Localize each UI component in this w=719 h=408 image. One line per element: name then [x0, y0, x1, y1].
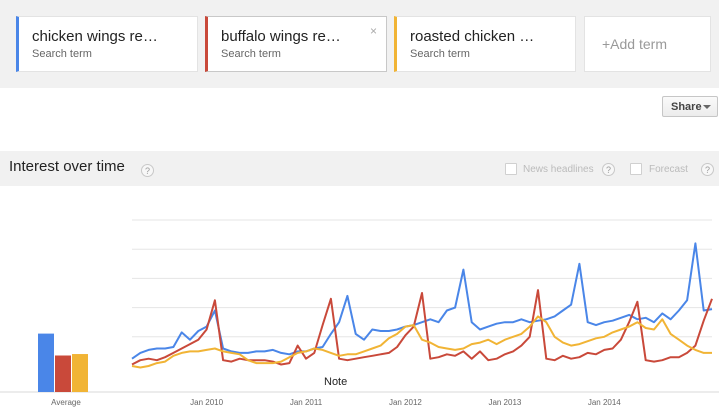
search-term-title[interactable]: chicken wings re… [32, 28, 158, 45]
x-axis-labels: Jan 2010 Jan 2011 Jan 2012 Jan 2013 Jan 2014 [190, 398, 621, 407]
interest-over-time-chart: Jan 2010 Jan 2011 Jan 2012 Jan 2013 Jan 2014… [0, 219, 719, 407]
x-tick-label: Jan 2012 [389, 398, 422, 407]
search-term-type: Search term [32, 48, 92, 60]
add-term-label: +Add term [602, 36, 667, 52]
search-term-title[interactable]: roasted chicken … [410, 28, 535, 45]
forecast-checkbox[interactable] [630, 163, 642, 175]
series-lines [131, 242, 713, 369]
chart-grid [0, 219, 719, 393]
news-headlines-help-icon[interactable]: ? [602, 163, 615, 176]
share-button[interactable]: Share [662, 96, 718, 117]
average-label: Average [51, 398, 81, 407]
interest-over-time-header: Interest over time ? News headlines ? Fo… [0, 151, 719, 186]
forecast-help-icon[interactable]: ? [701, 163, 714, 176]
search-terms-bar: chicken wings re… Search term buffalo wi… [0, 0, 719, 88]
share-label: Share [671, 101, 702, 113]
search-term-card-chicken-wings[interactable]: chicken wings re… Search term [16, 16, 198, 72]
search-term-title[interactable]: buffalo wings re… [221, 28, 341, 45]
series-line[interactable] [131, 289, 713, 366]
x-tick-label: Jan 2011 [290, 398, 323, 407]
series-line[interactable] [131, 315, 712, 369]
chevron-down-icon [703, 105, 711, 109]
x-tick-label: Jan 2010 [190, 398, 223, 407]
series-line[interactable] [131, 242, 713, 360]
news-headlines-label: News headlines [523, 164, 594, 175]
chart-note-label[interactable]: Note [324, 376, 347, 388]
search-term-card-buffalo-wings[interactable]: buffalo wings re… Search term × [205, 16, 387, 72]
search-term-card-roasted-chicken[interactable]: roasted chicken … Search term [394, 16, 576, 72]
average-bar[interactable] [72, 354, 88, 392]
search-term-type: Search term [221, 48, 281, 60]
section-title: Interest over time [9, 158, 125, 175]
remove-term-close-icon[interactable]: × [369, 24, 377, 38]
forecast-label: Forecast [649, 164, 688, 175]
average-bar[interactable] [38, 333, 54, 392]
x-tick-label: Jan 2014 [588, 398, 621, 407]
search-term-type: Search term [410, 48, 470, 60]
average-bar[interactable] [55, 355, 71, 393]
help-icon[interactable]: ? [141, 164, 154, 177]
average-bars [38, 333, 88, 393]
news-headlines-checkbox[interactable] [505, 163, 517, 175]
add-term-button[interactable]: +Add term [584, 16, 711, 72]
x-tick-label: Jan 2013 [488, 398, 521, 407]
